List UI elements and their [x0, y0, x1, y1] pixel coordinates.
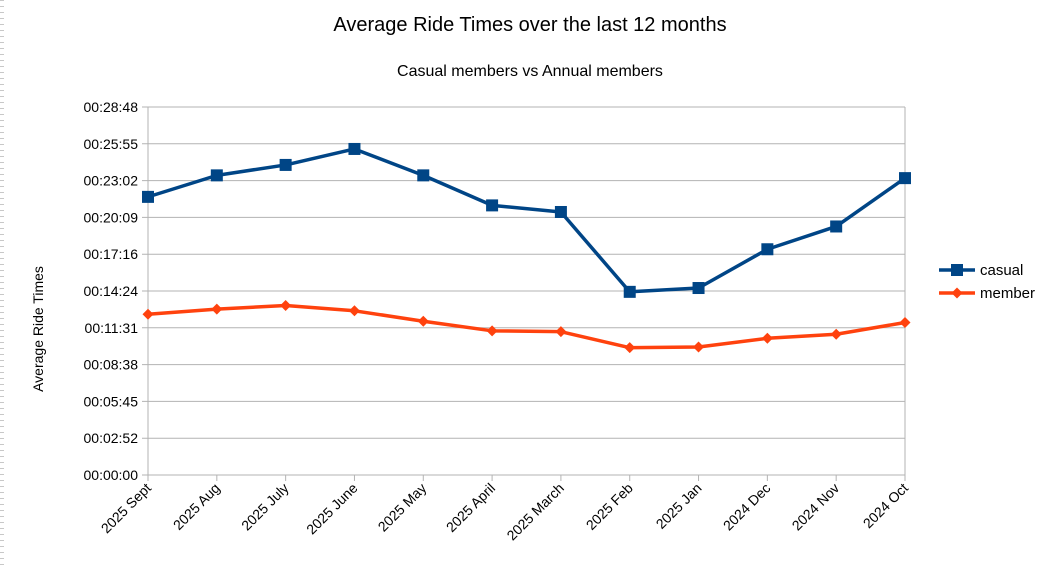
left-edge-ruler	[0, 0, 4, 570]
x-tick-label: 2024 Oct	[860, 480, 912, 532]
data-point-casual	[623, 285, 636, 298]
chart-subtitle: Casual members vs Annual members	[397, 63, 663, 80]
data-point-casual	[899, 172, 911, 185]
data-point-casual	[417, 169, 430, 182]
legend: casual member	[939, 262, 1035, 302]
y-tick-label: 00:20:09	[84, 209, 139, 225]
legend-marker-casual	[951, 264, 963, 276]
series-line-casual	[147, 147, 907, 294]
y-tick-label: 00:23:02	[84, 173, 139, 189]
data-point-member	[280, 299, 292, 311]
axes: 00:00:00 00:02:52 00:05:45 00:08:38 00:11:31…	[84, 99, 912, 543]
series-group	[142, 142, 911, 354]
data-point-member	[142, 308, 154, 320]
x-tick-label: 2025 Jan	[653, 480, 705, 532]
data-point-casual	[554, 205, 567, 218]
y-tick-label: 00:25:55	[84, 136, 139, 152]
x-tick-label: 2025 June	[303, 480, 361, 538]
x-tick-label: 2025 July	[238, 480, 292, 534]
legend-label-member: member	[980, 285, 1035, 302]
legend-marker-member	[951, 287, 963, 299]
x-tick-label: 2025 April	[443, 480, 498, 535]
x-tick-label: 2025 Sept	[98, 480, 155, 537]
x-tick-label: 2024 Dec	[720, 480, 774, 534]
data-point-casual	[486, 199, 499, 212]
data-point-casual	[830, 220, 843, 233]
chart-title: Average Ride Times over the last 12 mont…	[333, 14, 726, 36]
y-tick-label: 00:11:31	[85, 320, 139, 336]
series-line-member	[147, 303, 906, 350]
y-tick-label: 00:02:52	[84, 430, 139, 446]
data-point-casual	[279, 158, 292, 171]
data-point-casual	[142, 190, 154, 203]
data-point-member	[211, 303, 223, 315]
data-point-member	[899, 317, 911, 329]
data-point-member	[555, 326, 567, 338]
data-point-casual	[348, 142, 361, 155]
data-point-casual	[692, 282, 705, 295]
x-tick-label: 2024 Nov	[789, 480, 843, 534]
y-tick-label: 00:05:45	[84, 393, 139, 409]
y-tick-label: 00:17:16	[84, 246, 139, 262]
y-tick-label: 00:08:38	[84, 357, 139, 373]
x-tick-label: 2025 March	[503, 480, 567, 544]
data-point-casual	[761, 243, 774, 256]
x-tick-label: 2025 Aug	[170, 480, 223, 533]
y-tick-label: 00:00:00	[84, 467, 139, 483]
data-point-member	[830, 328, 842, 340]
gridlines	[142, 106, 906, 481]
x-tick-label: 2025 May	[375, 480, 430, 535]
data-point-member	[693, 341, 705, 353]
data-point-member	[761, 332, 773, 344]
data-point-member	[624, 342, 636, 354]
data-point-member	[486, 325, 498, 337]
x-tick-label: 2025 Feb	[583, 480, 636, 533]
y-tick-label: 00:28:48	[84, 99, 139, 115]
data-point-casual	[210, 169, 223, 182]
legend-label-casual: casual	[980, 262, 1023, 279]
data-point-member	[417, 315, 429, 327]
y-tick-label: 00:14:24	[84, 283, 139, 299]
y-axis-title: Average Ride Times	[30, 266, 46, 392]
data-point-member	[348, 305, 360, 317]
